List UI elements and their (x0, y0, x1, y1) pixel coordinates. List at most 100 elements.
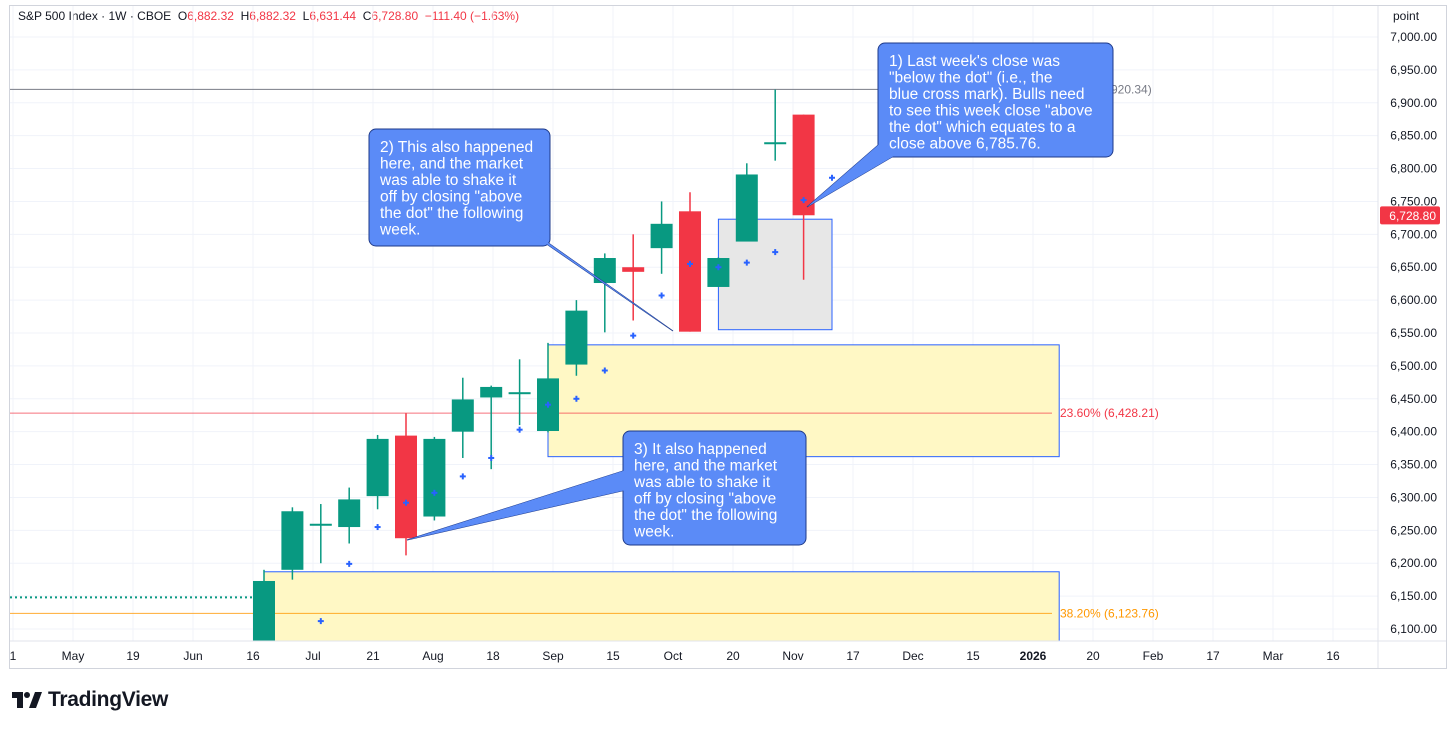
candle (423, 436, 446, 521)
time-tick-label: 18 (486, 649, 500, 663)
price-tick-label: 6,500.00 (1390, 359, 1437, 373)
dot-marker (772, 249, 779, 256)
time-tick-label: 20 (726, 649, 740, 663)
tradingview-logo[interactable]: TradingView (12, 688, 168, 712)
candle-body (338, 499, 361, 528)
price-tick-label: 6,950.00 (1390, 63, 1437, 77)
dot-marker (687, 260, 693, 267)
high-label: H (240, 9, 250, 23)
candle (565, 300, 588, 376)
price-tick-label: 6,800.00 (1390, 162, 1437, 176)
callout-1-line: 1) Last week's close was (889, 53, 1060, 70)
candle (253, 569, 275, 641)
dot-marker (317, 618, 324, 625)
current-price-badge (1380, 206, 1440, 225)
dot-marker (800, 197, 807, 204)
callout-3-line: here, and the market (634, 458, 778, 475)
price-tick-label: 6,200.00 (1390, 556, 1437, 570)
price-tick-label: 6,750.00 (1390, 194, 1437, 208)
brand-name: TradingView (48, 688, 169, 711)
gray-box (717, 218, 833, 331)
callout-3-line: 3) It also happened (634, 441, 767, 458)
callout-2-line: week. (379, 222, 421, 239)
candle-body (366, 438, 389, 497)
time-tick-label: Jul (305, 649, 320, 663)
dot-marker (374, 524, 381, 531)
callout-3-line: was able to shake it (633, 474, 771, 491)
candle-body (281, 511, 304, 570)
price-tick-label: 6,150.00 (1390, 589, 1437, 603)
candle-body (395, 435, 417, 539)
candle (650, 201, 673, 274)
price-tick-label: 6,850.00 (1390, 129, 1437, 143)
price-axis[interactable]: point 7,000.00 6,950.00 6,900.00 6,850.00 6,8… (1377, 6, 1440, 668)
low-label: L (302, 9, 310, 23)
callout-2-seam (530, 230, 673, 331)
price-tick-label: 6,100.00 (1390, 622, 1437, 636)
candle-body (622, 267, 645, 272)
time-tick-label: 17 (1206, 649, 1220, 663)
callout-2-line: off by closing "above (380, 189, 522, 206)
dots-layer (317, 174, 835, 625)
chart-frame (9, 5, 1447, 669)
dot-marker (459, 473, 466, 480)
callout-1-line: the dot" which equates to a (889, 119, 1076, 136)
high-value: 6,882.32 (249, 9, 296, 23)
time-tick-label: Nov (782, 649, 803, 663)
dot-marker (516, 426, 523, 433)
candle (508, 359, 531, 426)
lower-yellow-zone (263, 571, 1060, 642)
time-tick-label: Oct (664, 649, 683, 663)
grid-layer (10, 6, 1378, 641)
candle-body (764, 142, 787, 145)
dot-marker (715, 264, 722, 271)
callout-1-box (877, 42, 1114, 158)
time-tick-label: 15 (606, 649, 620, 663)
price-unit-label: point (1393, 9, 1420, 23)
price-tick-label: 6,900.00 (1390, 96, 1437, 110)
price-tick-label: 6,600.00 (1390, 293, 1437, 307)
candle (366, 434, 389, 510)
callout-1-seam (807, 140, 904, 207)
dot-marker (488, 454, 495, 461)
dot-marker (601, 367, 608, 374)
time-tick-label: Aug (422, 649, 443, 663)
candle (735, 163, 758, 242)
time-tick-label: Feb (1143, 649, 1164, 663)
candle-body (451, 399, 474, 432)
zones-layer (263, 218, 1060, 642)
candle-body (423, 438, 446, 517)
candle (395, 413, 417, 556)
time-tick-label: May (62, 649, 85, 663)
dot-marker (545, 401, 551, 408)
candle (309, 504, 332, 564)
callout-2-line: here, and the market (380, 156, 524, 173)
time-tick-label: Dec (902, 649, 923, 663)
time-axis[interactable]: 1 May 19 Jun 16 Jul 21 Aug 18 Sep 15 Oct 20 Nov 17 Dec 1… (10, 640, 1446, 663)
dot-marker (829, 174, 835, 181)
callout-1-line: blue cross mark). Bulls need (889, 86, 1085, 103)
callout-3-line: week. (633, 524, 675, 541)
dot-marker (630, 332, 637, 339)
candle-body (309, 523, 332, 526)
fib-236-label: 23.60% (6,428.21) (1060, 406, 1159, 420)
callout-2-line: the dot" the following (380, 205, 523, 222)
time-tick-label: 20 (1086, 649, 1100, 663)
time-tick-label: 15 (966, 649, 980, 663)
candle (338, 487, 361, 544)
candle (707, 257, 730, 287)
candle (593, 253, 616, 333)
callout-1: 1) Last week's close was"below the dot" … (806, 42, 1114, 208)
tradingview-logo-icon (12, 692, 42, 708)
candle (764, 89, 787, 161)
price-tick-label: 6,700.00 (1390, 227, 1437, 241)
candle-body (792, 114, 815, 216)
candle-body (593, 258, 616, 284)
fib-382-label: 38.20% (6,123.76) (1060, 606, 1159, 620)
time-tick-label: 17 (846, 649, 860, 663)
callout-3-line: off by closing "above (634, 491, 776, 508)
close-label: C (362, 9, 372, 23)
